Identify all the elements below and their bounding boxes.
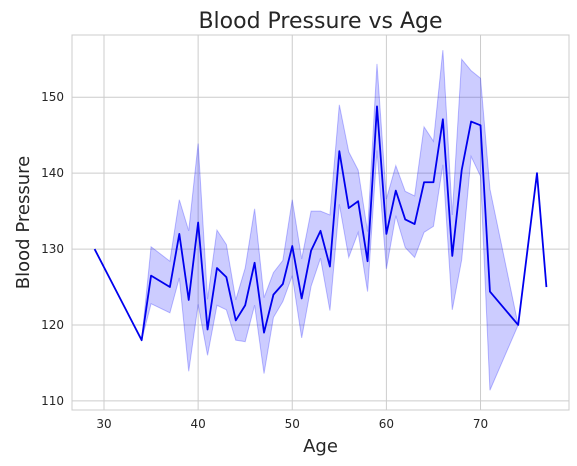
y-tick-label: 130 (41, 242, 64, 256)
y-tick-label: 110 (41, 394, 64, 408)
series-line (93, 105, 548, 342)
y-tick-label: 150 (41, 90, 64, 104)
series-lines (93, 105, 548, 342)
y-tick-label: 140 (41, 166, 64, 180)
x-tick-label: 70 (473, 417, 488, 431)
x-tick-labels: 30 40 50 60 70 (96, 417, 488, 431)
x-axis-label: Age (303, 436, 338, 457)
x-tick-label: 60 (379, 417, 394, 431)
y-tick-labels: 110 120 130 140 150 (41, 90, 64, 408)
y-tick-label: 120 (41, 318, 64, 332)
plot-frame (71, 34, 570, 411)
x-tick-label: 50 (285, 417, 300, 431)
y-axis-label: Blood Pressure (13, 156, 34, 289)
x-tick-label: 40 (190, 417, 205, 431)
x-tick-label: 30 (96, 417, 111, 431)
chart-title: Blood Pressure vs Age (198, 9, 442, 34)
